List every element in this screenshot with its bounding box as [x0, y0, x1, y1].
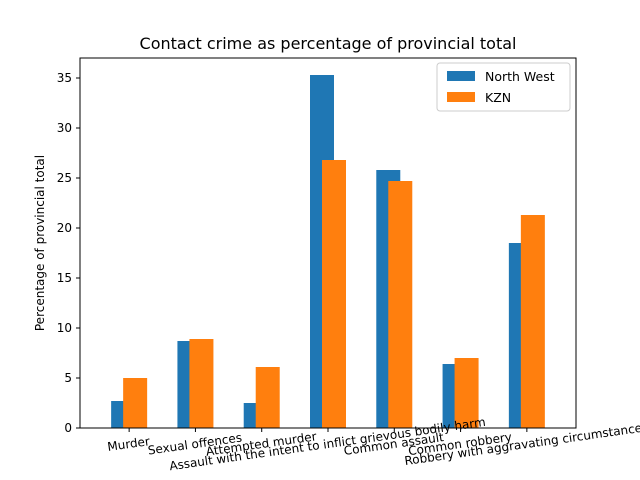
legend-label: North West [485, 69, 555, 84]
bar-kzn-6 [520, 215, 545, 428]
bar-kzn-0 [123, 378, 148, 428]
y-tick-label: 0 [64, 421, 72, 435]
legend-swatch [447, 71, 475, 81]
y-tick-label: 10 [57, 321, 72, 335]
bar-kzn-2 [255, 367, 280, 428]
y-tick-label: 5 [64, 371, 72, 385]
bar-kzn-1 [189, 339, 214, 428]
bar-kzn-3 [322, 160, 346, 428]
y-tick-label: 20 [57, 221, 72, 235]
y-tick-label: 35 [57, 71, 72, 85]
y-tick-label: 30 [57, 121, 72, 135]
chart-title: Contact crime as percentage of provincia… [140, 34, 517, 53]
legend-label: KZN [485, 90, 511, 105]
y-tick-label: 25 [57, 171, 72, 185]
y-axis-label: Percentage of provincial total [33, 155, 47, 331]
y-tick-label: 15 [57, 271, 72, 285]
legend-swatch [447, 92, 475, 102]
bar-kzn-4 [388, 181, 413, 428]
bar-kzn-5 [454, 358, 479, 428]
x-tick-label: Murder [107, 434, 151, 454]
legend: North West KZN [436, 62, 571, 112]
